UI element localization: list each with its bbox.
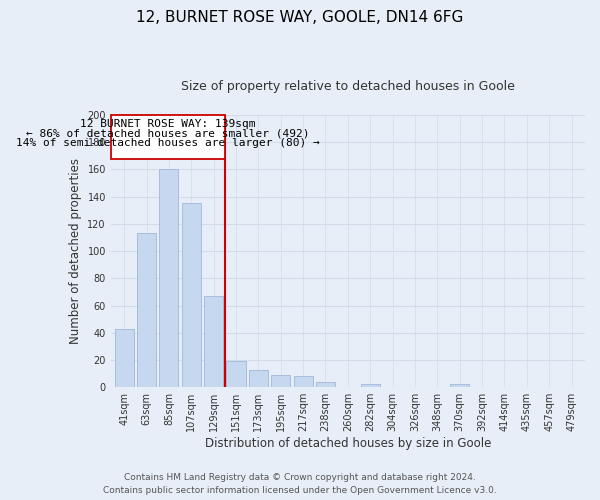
Bar <box>249 370 268 387</box>
Title: Size of property relative to detached houses in Goole: Size of property relative to detached ho… <box>181 80 515 93</box>
Bar <box>316 382 335 387</box>
Bar <box>137 234 156 387</box>
Text: 14% of semi-detached houses are larger (80) →: 14% of semi-detached houses are larger (… <box>16 138 320 148</box>
Bar <box>293 376 313 387</box>
Text: ← 86% of detached houses are smaller (492): ← 86% of detached houses are smaller (49… <box>26 128 310 138</box>
Text: 12, BURNET ROSE WAY, GOOLE, DN14 6FG: 12, BURNET ROSE WAY, GOOLE, DN14 6FG <box>136 10 464 25</box>
Text: Contains HM Land Registry data © Crown copyright and database right 2024.
Contai: Contains HM Land Registry data © Crown c… <box>103 473 497 495</box>
Bar <box>182 204 201 387</box>
Text: 12 BURNET ROSE WAY: 139sqm: 12 BURNET ROSE WAY: 139sqm <box>80 119 256 129</box>
Bar <box>160 170 178 387</box>
FancyBboxPatch shape <box>111 115 225 158</box>
Bar <box>115 328 134 387</box>
Bar <box>226 362 245 387</box>
Bar <box>271 375 290 387</box>
X-axis label: Distribution of detached houses by size in Goole: Distribution of detached houses by size … <box>205 437 491 450</box>
Bar <box>361 384 380 387</box>
Bar <box>450 384 469 387</box>
Y-axis label: Number of detached properties: Number of detached properties <box>69 158 82 344</box>
Bar <box>204 296 223 387</box>
